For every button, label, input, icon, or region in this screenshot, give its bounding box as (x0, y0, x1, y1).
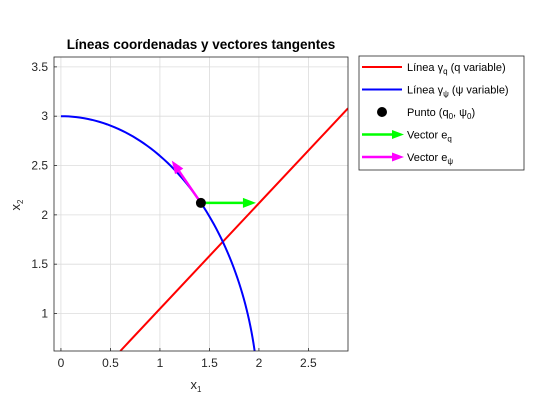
axis-ticks: 0 0.5 1 1.5 2 2.5 1 1.5 2 2.5 3 3.5 (31, 60, 317, 370)
x-tick-label: 2.5 (300, 356, 317, 370)
legend-label-vec_psi: Vector eψ (407, 152, 453, 166)
y-tick-label: 2 (41, 208, 48, 222)
y-axis-label: x2 (8, 199, 25, 211)
point-marker (195, 197, 206, 208)
vector-eq-head (242, 197, 256, 208)
legend-label-vec_q: Vector eq (407, 130, 452, 144)
legend-label-point: Punto (q0, ψ0) (407, 107, 475, 121)
legend-arrow-head (392, 152, 404, 162)
x-tick-label: 0.5 (102, 356, 119, 370)
x-tick-label: 0 (58, 356, 65, 370)
y-tick-label: 3.5 (31, 60, 48, 74)
line-gamma-q (119, 107, 348, 351)
legend-swatch-point (377, 107, 387, 117)
legend-arrow-head (392, 130, 404, 139)
y-tick-label: 1 (41, 307, 48, 321)
vector-epsi (171, 160, 202, 204)
vector-eq (200, 197, 256, 208)
grid (54, 57, 348, 351)
axes-box (53, 56, 349, 352)
vector-epsi-head (171, 160, 184, 175)
y-tick-label: 1.5 (31, 257, 48, 271)
legend-swatch-vec_q (362, 130, 404, 139)
vector-epsi-shaft (178, 170, 202, 204)
legend: Línea γq (q variable) Línea γψ (ψ variabl… (358, 55, 525, 171)
legend-label-psi_line: Línea γψ (ψ variable) (407, 85, 509, 99)
legend-swatch-vec_psi (362, 152, 404, 162)
legend-label-q_line: Línea γq (q variable) (407, 62, 506, 76)
x-tick-label: 1 (157, 356, 164, 370)
x-tick-label: 2 (256, 356, 263, 370)
y-tick-label: 3 (41, 109, 48, 123)
x-axis-label: x1 (191, 377, 203, 394)
chart-title: Líneas coordenadas y vectores tangentes (67, 37, 336, 52)
vector-layer (171, 160, 256, 208)
x-tick-label: 1.5 (201, 356, 218, 370)
y-tick-label: 2.5 (31, 159, 48, 173)
